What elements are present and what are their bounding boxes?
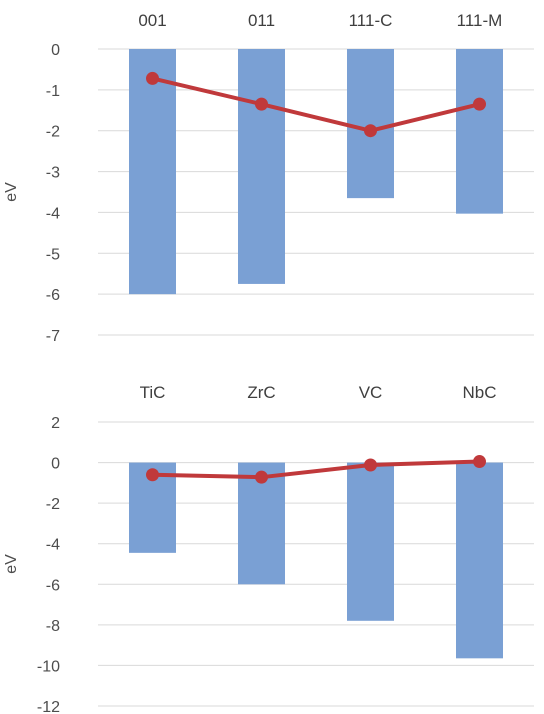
chart1-category-label: 001 (138, 11, 166, 30)
chart2-y-tick-label: -2 (46, 496, 60, 513)
chart1-y-tick-label: -4 (46, 205, 60, 222)
chart1-y-axis-label: eV (3, 182, 20, 202)
chart2-bar (347, 462, 394, 621)
chart1-category-label: 111-M (457, 11, 503, 30)
chart1-y-tick-label: -1 (46, 83, 60, 100)
chart2-line-point (364, 458, 377, 472)
chart1-category-label: 111-C (349, 11, 393, 30)
chart1-y-tick-label: 0 (51, 42, 60, 59)
chart1-bar (456, 49, 503, 214)
chart1-line-point (255, 97, 268, 111)
chart1-y-tick-label: -3 (46, 165, 60, 182)
chart1-line-point (473, 97, 486, 111)
chart1-line-series (150, 76, 482, 133)
chart2-line-series (150, 459, 482, 480)
chart2-y-tick-label: -12 (37, 699, 60, 714)
chart1-line-point (364, 124, 377, 138)
chart1-bar (238, 49, 285, 284)
chart1-category-label: 011 (248, 11, 275, 30)
chart1-y-tick-label: -6 (46, 287, 60, 304)
chart2-category-label: NbC (462, 383, 496, 402)
chart2-category-label: ZrC (247, 383, 275, 402)
chart1-y-tick-label: -2 (46, 124, 60, 141)
chart2-bar (456, 462, 503, 659)
chart2-line-point (473, 455, 486, 469)
chart1-y-tick-label: -5 (46, 246, 60, 263)
chart2-y-tick-label: -6 (46, 577, 60, 594)
chart2-y-tick-label: -4 (46, 537, 60, 554)
chart2-y-tick-label: 0 (51, 456, 60, 473)
chart2-y-tick-label: -10 (37, 658, 60, 675)
chart2-category-label: TiC (140, 383, 166, 402)
chart2-line-point (255, 470, 268, 484)
chart2-y-tick-label: -8 (46, 618, 60, 635)
chart1-y-tick-label: -7 (46, 328, 60, 345)
chart2-category-label: VC (359, 383, 383, 402)
chart1-line-point (146, 71, 159, 85)
chart2-line-point (146, 468, 159, 482)
chart1-bar (347, 49, 394, 199)
chart2-y-tick-label: 2 (51, 415, 60, 432)
chart2-y-axis-label: eV (3, 554, 20, 574)
chart1-bar (129, 49, 176, 295)
